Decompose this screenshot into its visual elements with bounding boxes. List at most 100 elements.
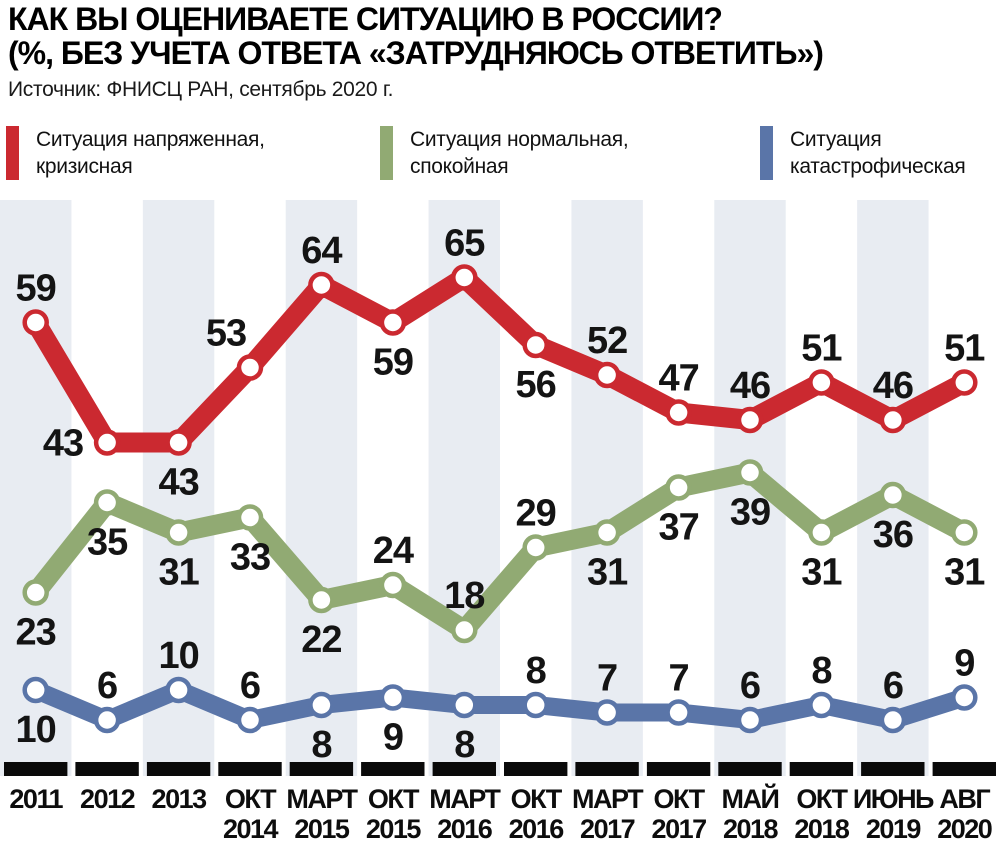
data-value-label: 37 xyxy=(658,507,698,549)
data-value-label: 8 xyxy=(811,650,831,692)
legend-label-line2: спокойная xyxy=(410,155,509,178)
x-axis-label-line1: ОКТ xyxy=(368,784,420,814)
data-point-marker xyxy=(236,706,264,734)
data-value-label: 6 xyxy=(740,665,760,707)
data-value-label: 24 xyxy=(373,530,414,572)
data-value-label: 22 xyxy=(301,619,341,661)
series-3: 10 6 10 6 8 9 8 8 7 7 6 8 6 9 xyxy=(16,635,978,766)
data-value-label: 33 xyxy=(230,537,270,579)
x-axis-tick-bar xyxy=(861,762,925,776)
data-point-marker xyxy=(522,534,549,561)
legend-swatch-icon xyxy=(6,126,19,180)
data-value-label: 47 xyxy=(658,358,698,400)
data-point-marker xyxy=(736,706,764,734)
legend-label: Ситуация катастрофическая xyxy=(790,126,966,180)
data-point-marker xyxy=(308,691,335,719)
series-1: 59 43 43 53 64 59 65 56 52 47 46 51 46 51 xyxy=(16,223,987,504)
x-axis-tick-bar xyxy=(718,762,782,776)
x-axis-label-line1: ОКТ xyxy=(511,784,563,814)
data-point-marker xyxy=(93,429,121,456)
x-axis-label-line1: 2013 xyxy=(152,784,208,814)
data-point-marker xyxy=(522,331,549,359)
legend-swatch-icon xyxy=(760,126,773,180)
legend-label-line2: кризисная xyxy=(36,155,133,178)
x-axis-label-line1: МАРТ xyxy=(572,784,644,814)
x-axis-tick-bar xyxy=(504,762,568,776)
data-value-label: 59 xyxy=(373,342,413,384)
data-value-label: 18 xyxy=(444,575,484,617)
data-point-marker xyxy=(22,579,49,606)
data-point-marker xyxy=(736,459,764,486)
data-value-label: 10 xyxy=(158,635,198,677)
x-axis-label-line1: ОКТ xyxy=(225,784,277,814)
data-point-marker xyxy=(236,504,264,531)
x-axis-tick-bar xyxy=(646,762,711,776)
x-axis-label-line2: 2017 xyxy=(580,814,635,844)
x-axis-tick-bar xyxy=(575,762,639,776)
data-point-marker xyxy=(665,699,692,726)
data-point-marker xyxy=(879,706,907,734)
data-point-marker xyxy=(22,676,49,704)
x-axis-label-line2: 2017 xyxy=(652,814,707,844)
data-point-marker xyxy=(236,354,264,381)
data-value-label: 7 xyxy=(597,658,617,700)
data-value-label: 31 xyxy=(801,552,842,594)
legend-item-2: Ситуация нормальная, спокойная xyxy=(380,126,629,180)
x-axis-tick-bar xyxy=(146,762,211,776)
data-value-label: 8 xyxy=(454,724,474,766)
x-axis-label-line2: 2018 xyxy=(794,814,850,844)
data-point-marker xyxy=(808,519,835,546)
x-axis-tick-bar xyxy=(218,762,282,776)
data-value-label: 43 xyxy=(158,462,198,504)
legend-item-3: Ситуация катастрофическая xyxy=(760,126,966,180)
x-axis-label-line1: 2011 xyxy=(9,784,63,814)
x-axis-label-line1: МАРТ xyxy=(429,784,501,814)
data-point-marker xyxy=(593,699,621,726)
data-point-marker xyxy=(451,616,478,644)
x-axis-label-line2: 2015 xyxy=(294,814,350,844)
title-line-2: (%, БЕЗ УЧЕТА ОТВЕТА «ЗАТРУДНЯЮСЬ ОТВЕТИ… xyxy=(8,35,824,71)
x-axis-label-line2: 2014 xyxy=(223,814,279,844)
data-point-marker xyxy=(308,271,335,299)
x-axis-label-line1: ОКТ xyxy=(654,784,706,814)
x-axis-label-line2: 2019 xyxy=(866,814,922,844)
x-axis-label-line1: АВГ xyxy=(939,784,990,814)
data-point-marker xyxy=(379,571,407,599)
data-point-marker xyxy=(808,369,835,396)
data-value-label: 36 xyxy=(873,514,913,556)
source-note: Источник: ФНИСЦ РАН, сентябрь 2020 г. xyxy=(8,78,394,101)
data-point-marker xyxy=(665,399,692,426)
data-value-label: 9 xyxy=(954,643,974,685)
data-point-marker xyxy=(951,684,978,711)
data-point-marker xyxy=(522,691,549,719)
x-axis-tick-bar xyxy=(432,762,496,776)
x-axis-label-line1: 2012 xyxy=(80,784,135,814)
data-point-marker xyxy=(165,676,192,704)
x-axis-tick-bar xyxy=(361,762,425,776)
data-value-label: 9 xyxy=(383,717,403,759)
data-value-label: 35 xyxy=(87,522,128,564)
data-point-marker xyxy=(451,264,478,291)
data-value-label: 46 xyxy=(730,365,770,407)
x-axis-tick-bar xyxy=(789,762,854,776)
data-value-label: 29 xyxy=(516,493,556,535)
data-value-label: 8 xyxy=(311,724,331,766)
x-axis xyxy=(4,762,996,776)
x-axis-labels: 2011 2012 2013 ОКТ2014МАРТ2015ОКТ2015МАРТ20… xyxy=(9,783,993,844)
x-axis-label-line2: 2018 xyxy=(723,814,779,844)
x-axis-label-line1: ИЮНЬ xyxy=(853,784,934,814)
data-point-marker xyxy=(593,519,621,546)
data-point-marker xyxy=(808,691,835,719)
data-point-marker xyxy=(593,361,621,389)
legend-label: Ситуация нормальная, спокойная xyxy=(410,126,629,180)
legend: Ситуация напряженная, кризисная Ситуация н… xyxy=(0,126,1000,184)
page-title: КАК ВЫ ОЦЕНИВАЕТЕ СИТУАЦИЮ В РОССИИ? (%,… xyxy=(8,2,824,71)
data-value-label: 43 xyxy=(43,423,83,465)
data-point-marker xyxy=(308,586,335,614)
x-axis-tick-bar xyxy=(75,762,139,776)
legend-label: Ситуация напряженная, кризисная xyxy=(36,126,265,180)
data-point-marker xyxy=(22,309,49,336)
data-value-label: 46 xyxy=(873,365,913,407)
x-axis-label-line1: МАЙ xyxy=(722,783,779,814)
